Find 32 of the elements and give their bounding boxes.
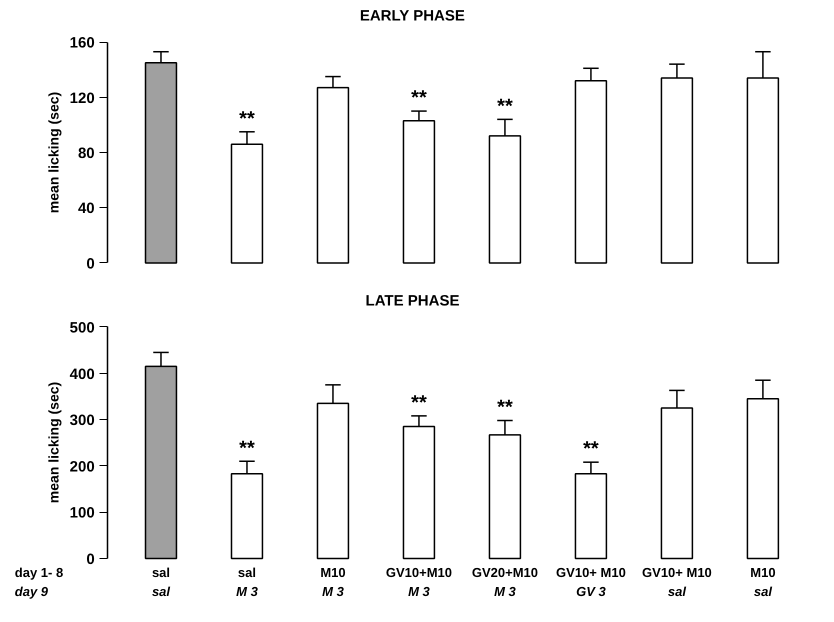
y-tick-label: 200 xyxy=(70,458,95,476)
x-tick-label: GV10+M10 M 3 xyxy=(386,565,452,600)
chart-title: LATE PHASE xyxy=(366,292,460,310)
annotation: ** xyxy=(239,108,255,130)
annotation: ** xyxy=(411,392,427,414)
y-axis-title: mean licking (sec) xyxy=(45,92,62,214)
y-tick-label: 40 xyxy=(78,200,95,218)
text: day 9 xyxy=(14,584,49,600)
x-tick-label: sal sal xyxy=(152,565,170,600)
annotation: ** xyxy=(497,95,513,118)
y-tick-label: 160 xyxy=(70,34,95,52)
annotation: ** xyxy=(497,396,513,419)
text: day 1- 8 xyxy=(14,565,64,580)
annotation: ** xyxy=(583,438,599,460)
y-tick-label: 0 xyxy=(86,551,95,568)
y-tick-label: 0 xyxy=(86,255,95,272)
chart-title: EARLY PHASE xyxy=(360,8,465,24)
x-tick-label: M10 M 3 xyxy=(320,565,346,600)
x-tick-label: M10 sal xyxy=(750,565,776,600)
y-tick-label: 500 xyxy=(70,319,95,336)
y-axis-title: mean licking (sec) xyxy=(45,382,62,504)
annotation: ** xyxy=(239,437,255,460)
y-tick-label: 120 xyxy=(70,90,95,107)
y-tick-label: 100 xyxy=(70,504,95,522)
x-tick-label: GV10+ M10 sal xyxy=(642,565,712,600)
y-tick-label: 300 xyxy=(70,412,95,430)
y-tick-label: 80 xyxy=(78,145,95,162)
annotation: ** xyxy=(411,87,427,110)
y-tick-label: 400 xyxy=(70,366,95,383)
x-tick-label: GV20+M10 M 3 xyxy=(472,565,538,600)
x-tick-label: sal M 3 xyxy=(236,565,259,600)
x-tick-label: GV10+ M10 GV 3 xyxy=(556,565,626,600)
